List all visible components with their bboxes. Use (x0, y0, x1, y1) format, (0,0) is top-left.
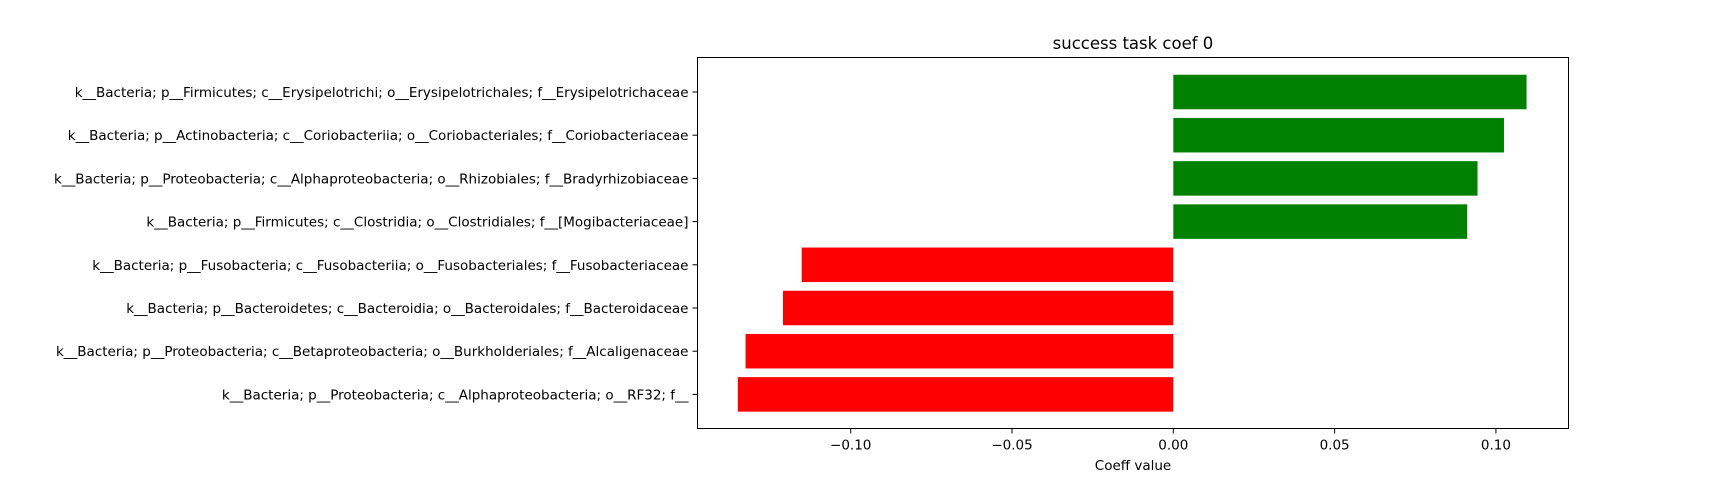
bar-7 (737, 377, 1174, 412)
y-tick-label: k__Bacteria; p__Firmicutes; c__Clostridi… (146, 215, 688, 231)
y-tick-label: k__Bacteria; p__Firmicutes; c__Erysipelo… (75, 85, 689, 101)
x-tick-label: 0.10 (1481, 438, 1511, 454)
y-tick-label: k__Bacteria; p__Fusobacteria; c__Fusobac… (92, 258, 688, 274)
plot-frame (697, 57, 1569, 429)
bars-group (737, 74, 1527, 412)
y-tick-label: k__Bacteria; p__Proteobacteria; c__Betap… (56, 344, 689, 360)
chart-title: success task coef 0 (1053, 34, 1214, 53)
bar-5 (782, 290, 1174, 326)
y-tick-label: k__Bacteria; p__Proteobacteria; c__Alpha… (54, 171, 689, 187)
x-tick-label: 0.00 (1158, 438, 1188, 454)
x-ticks: −0.10 −0.05 0.00 0.05 0.10 (830, 428, 1511, 454)
bar-1 (1173, 117, 1504, 153)
y-tick-label: k__Bacteria; p__Actinobacteria; c__Corio… (68, 128, 689, 144)
y-tick-label: k__Bacteria; p__Bacteroidetes; c__Bacter… (126, 301, 688, 317)
y-tick-labels: k__Bacteria; p__Firmicutes; c__Erysipelo… (54, 85, 698, 403)
x-tick-label: −0.10 (830, 438, 871, 454)
x-tick-label: 0.05 (1320, 438, 1350, 454)
bar-4 (801, 247, 1174, 283)
x-axis-label: Coeff value (1095, 458, 1171, 474)
bar-2 (1173, 161, 1478, 196)
bar-3 (1173, 204, 1468, 239)
x-tick-label: −0.05 (991, 438, 1032, 454)
bar-6 (745, 333, 1174, 369)
y-tick-label: k__Bacteria; p__Proteobacteria; c__Alpha… (222, 387, 689, 403)
bar-0 (1173, 74, 1527, 110)
